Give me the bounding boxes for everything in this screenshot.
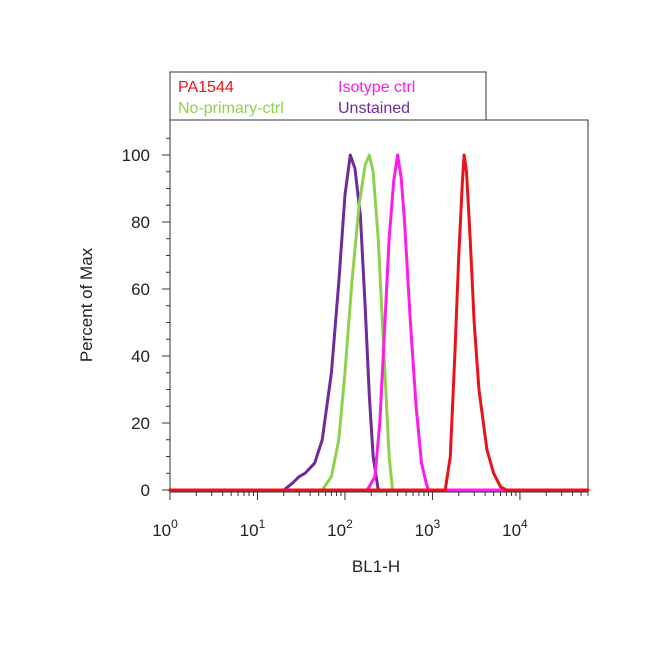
y-tick-label: 60 (131, 280, 150, 299)
y-tick-label: 40 (131, 347, 150, 366)
legend-label-pa1544: PA1544 (178, 79, 234, 96)
y-tick-label: 20 (131, 414, 150, 433)
y-axis: 0 20 40 60 80 100 (122, 137, 170, 500)
x-tick-label-exponent: 4 (521, 517, 528, 531)
x-tick-label-exponent: 1 (259, 517, 266, 531)
x-tick-label-base: 10 (415, 521, 434, 540)
series-line-unstained (168, 153, 590, 492)
series-line-isotype-ctrl (168, 153, 590, 492)
x-tick-label-exponent: 2 (346, 517, 353, 531)
legend-box (169, 71, 487, 121)
x-tick-label-base: 10 (152, 521, 171, 540)
x-tick-label-base: 10 (327, 521, 346, 540)
legend-label-no-primary-ctrl: No-primary-ctrl (178, 100, 284, 117)
legend: PA1544 Isotype ctrl No-primary-ctrl Unst… (169, 71, 487, 121)
y-axis-label: Percent of Max (77, 247, 96, 362)
series-line-no-primary-ctrl (168, 153, 590, 492)
x-tick-label-base: 10 (240, 521, 259, 540)
x-tick-label: 104 (502, 517, 528, 540)
x-tick-label: 101 (240, 517, 266, 540)
legend-label-isotype-ctrl: Isotype ctrl (338, 79, 415, 96)
series-layer (168, 153, 590, 492)
x-axis: 100 101 102 103 104 (152, 492, 589, 540)
y-tick-label: 100 (122, 146, 150, 165)
series-line-pa1544 (168, 153, 590, 492)
x-tick-label: 103 (415, 517, 441, 540)
y-tick-label: 80 (131, 213, 150, 232)
x-axis-label: BL1-H (352, 557, 400, 576)
x-tick-label-exponent: 3 (434, 517, 441, 531)
y-tick-label: 0 (141, 481, 150, 500)
x-tick-label: 100 (152, 517, 178, 540)
x-tick-label-base: 10 (502, 521, 521, 540)
legend-label-unstained: Unstained (338, 100, 410, 117)
x-tick-label-exponent: 0 (171, 517, 178, 531)
x-tick-label: 102 (327, 517, 353, 540)
